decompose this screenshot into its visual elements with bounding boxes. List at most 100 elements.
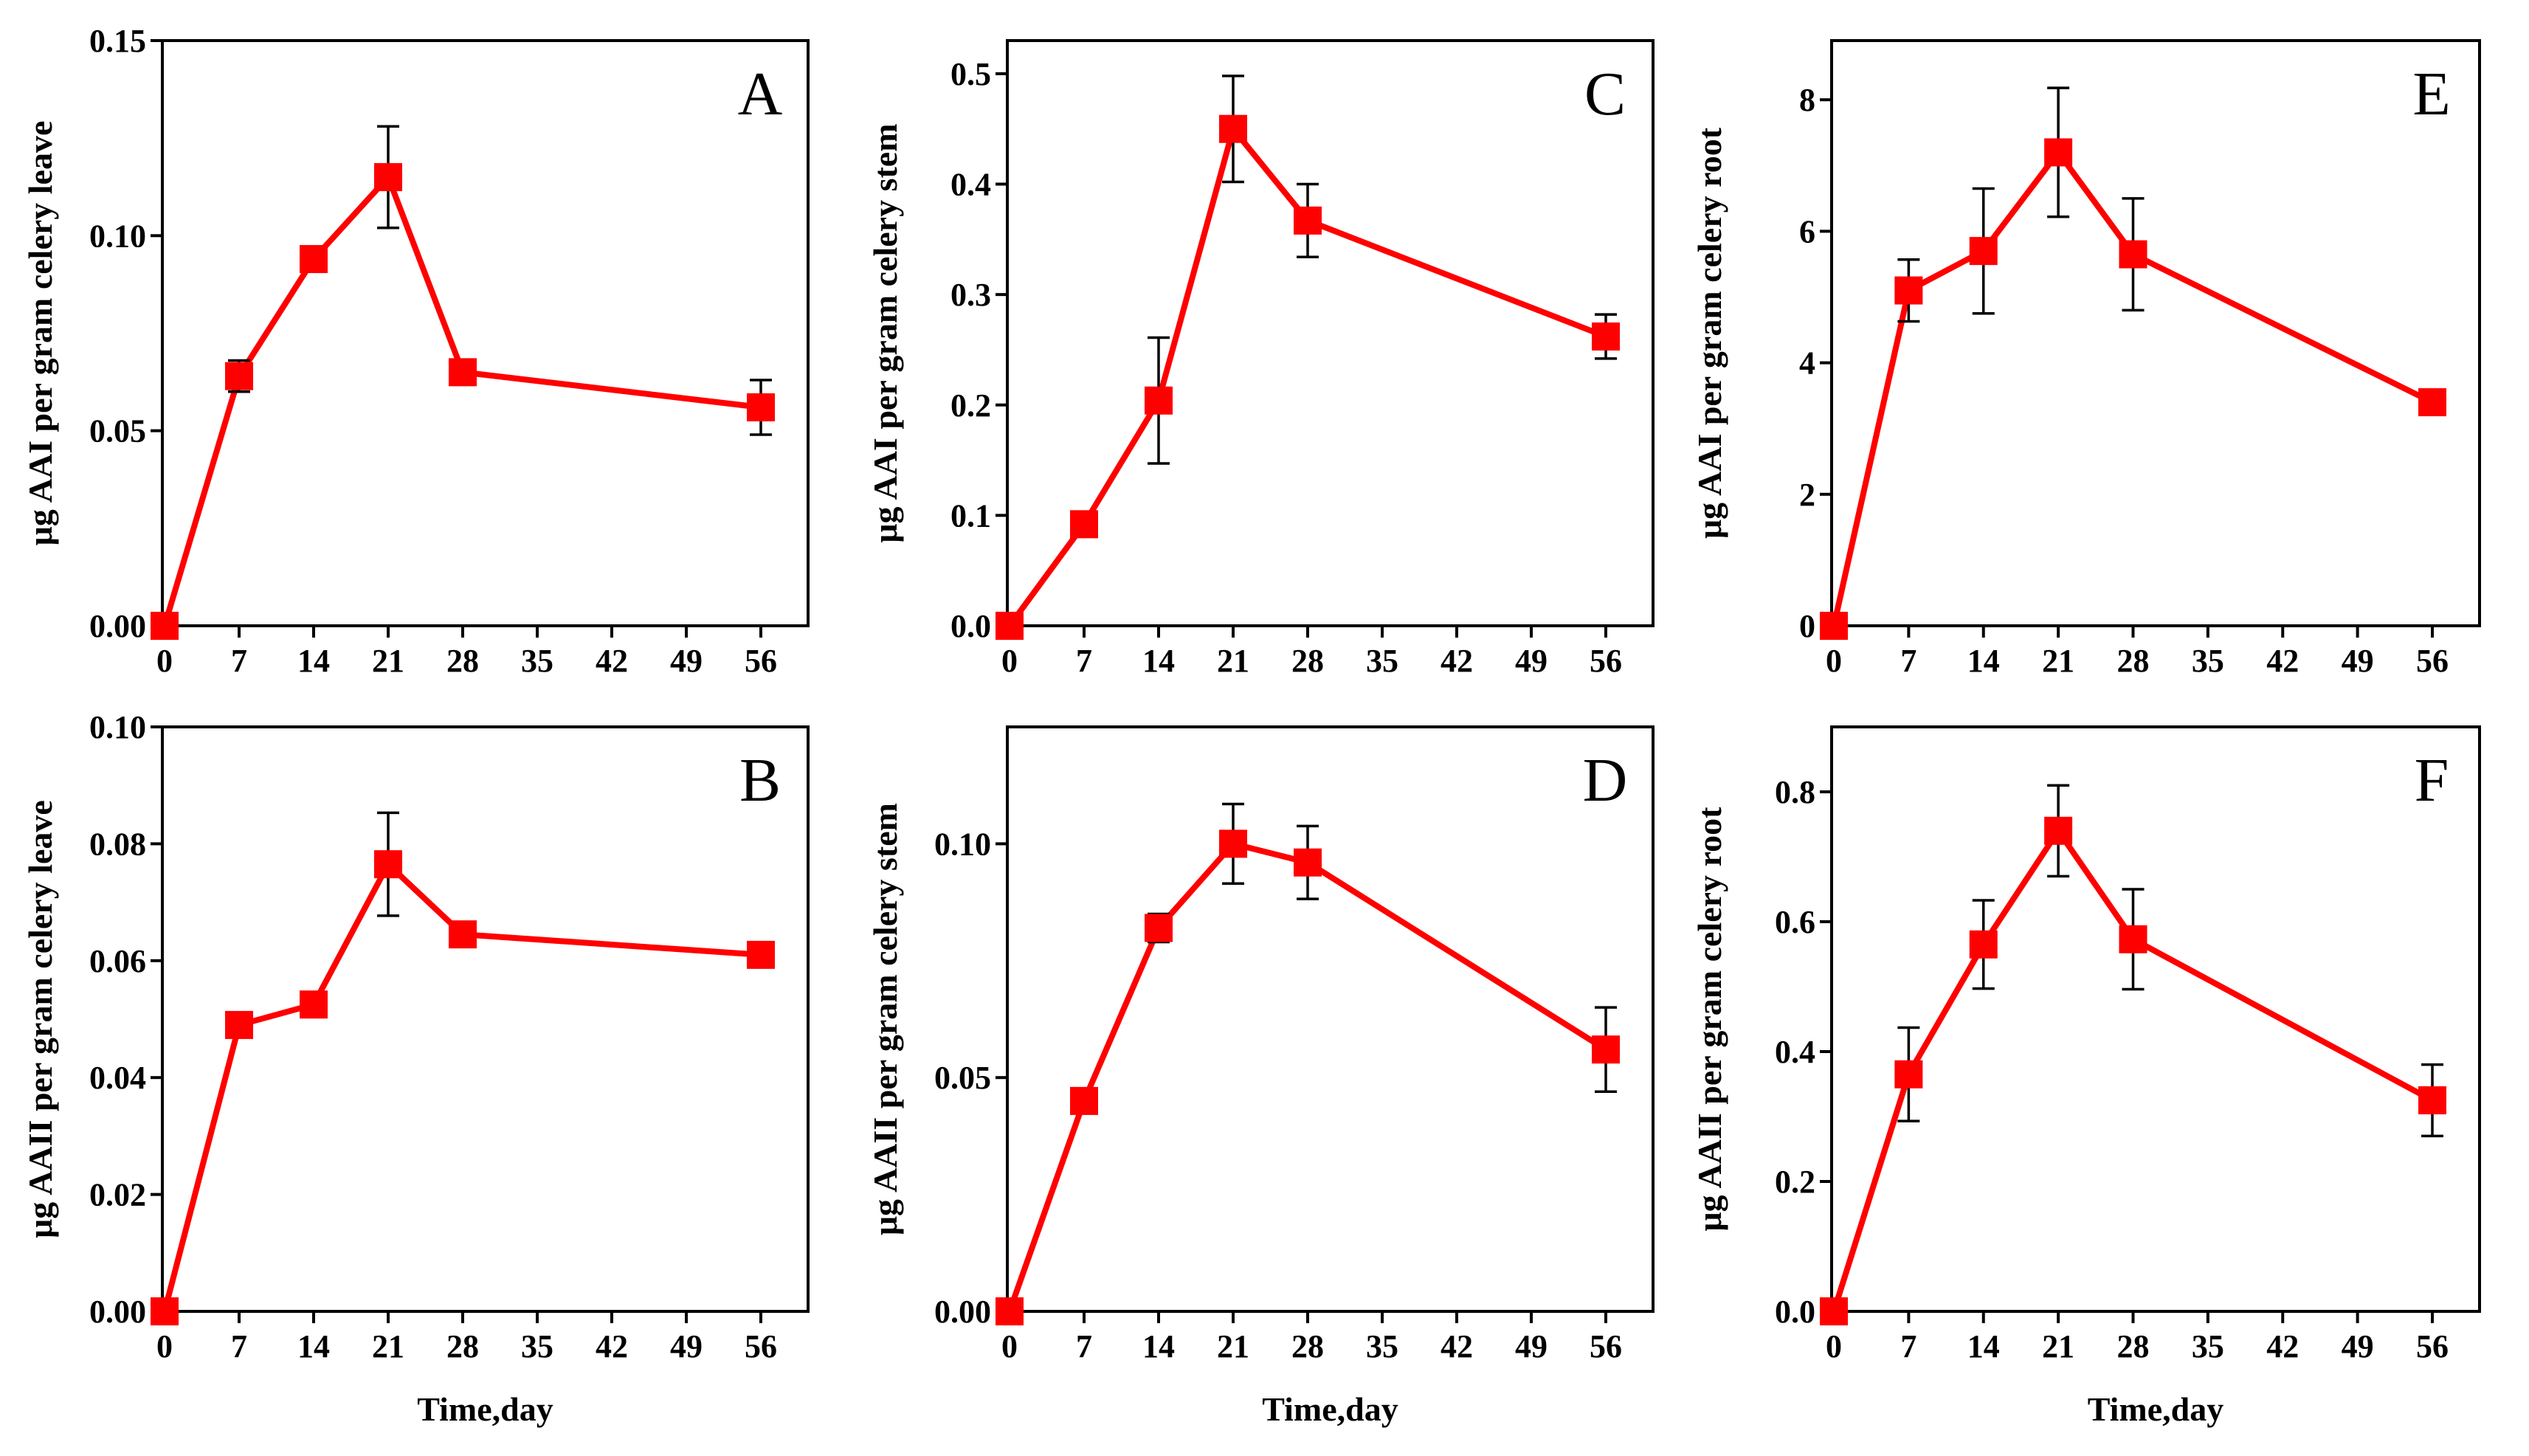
x-tick-label: 49 — [2342, 1328, 2374, 1364]
data-point — [151, 1297, 179, 1325]
data-point — [747, 393, 775, 421]
panel-letter: A — [738, 60, 783, 128]
x-tick-label: 7 — [1076, 643, 1092, 679]
y-axis-title: μg AAII per gram celery leave — [21, 800, 59, 1238]
chart-panel-d: 0 7 14 21 28 35 42 49 56 0.00 0.05 0.10 μg AAII per … — [866, 725, 1655, 1428]
data-point — [1894, 1060, 1923, 1088]
x-tick-label: 56 — [1590, 1328, 1622, 1364]
y-tick-label: 0.0 — [1775, 1294, 1815, 1330]
x-tick-label: 0 — [156, 1328, 173, 1364]
y-tick-label: 0.10 — [934, 826, 991, 862]
x-tick-label: 35 — [2192, 1328, 2224, 1364]
data-point — [996, 1297, 1024, 1325]
x-tick-label: 56 — [1590, 643, 1622, 679]
y-tick-label: 0.02 — [89, 1177, 146, 1213]
data-point — [449, 358, 477, 387]
series-line — [162, 861, 762, 1313]
data-point — [2119, 240, 2147, 269]
y-tick-label: 0.15 — [89, 23, 146, 59]
x-tick-label: 0 — [1826, 1328, 1842, 1364]
data-point — [1219, 829, 1247, 858]
chart-panel-b: 0 7 14 21 28 35 42 49 56 0.00 0.02 0.04 0.06 0.08 0.10… — [21, 709, 810, 1428]
x-tick-label: 7 — [231, 1328, 247, 1364]
chart-panel-f: 0 7 14 21 28 35 42 49 56 0.0 0.2 0.4 0.6 0.8 μg AAII p… — [1691, 725, 2481, 1428]
panel-letter: E — [2412, 60, 2450, 128]
x-tick-label: 42 — [2266, 1328, 2299, 1364]
y-axis-title: μg AAII per gram celery root — [1691, 807, 1728, 1232]
x-tick-label: 35 — [1366, 1328, 1398, 1364]
x-tick-label: 35 — [1366, 643, 1398, 679]
x-tick-label: 7 — [231, 643, 247, 679]
x-tick-label: 35 — [2192, 643, 2224, 679]
x-tick-label: 21 — [2042, 643, 2074, 679]
data-point — [2119, 925, 2147, 953]
data-point — [1894, 276, 1923, 305]
y-tick-label: 0.10 — [89, 218, 146, 254]
x-axis-title: Time,day — [2088, 1390, 2223, 1428]
data-point — [2418, 1086, 2446, 1114]
data-point — [1070, 510, 1098, 539]
x-tick-label: 49 — [2342, 643, 2374, 679]
x-tick-label: 21 — [1217, 643, 1249, 679]
data-point — [374, 163, 402, 192]
data-point — [225, 1010, 253, 1039]
x-tick-label: 42 — [1441, 1328, 1473, 1364]
chart-panel-a: 0 7 14 21 28 35 42 49 56 0.00 0.05 0.10 0.15 μg AAI p… — [21, 23, 810, 679]
x-tick-label: 28 — [1291, 1328, 1324, 1364]
x-tick-label: 7 — [1900, 643, 1916, 679]
series-line — [1007, 841, 1608, 1313]
x-tick-label: 14 — [1967, 1328, 2000, 1364]
y-axis-title: μg AAI per gram celery root — [1691, 127, 1728, 539]
panel-letter: B — [739, 746, 781, 815]
x-tick-label: 14 — [1142, 643, 1175, 679]
data-point — [1592, 322, 1620, 351]
x-tick-label: 28 — [446, 1328, 479, 1364]
x-tick-label: 28 — [1291, 643, 1324, 679]
x-tick-label: 0 — [156, 643, 173, 679]
data-point — [2044, 816, 2073, 845]
y-axis-title: μg AAII per gram celery stem — [866, 803, 904, 1235]
y-tick-label: 0.00 — [934, 1294, 991, 1330]
x-tick-label: 0 — [1001, 1328, 1018, 1364]
y-tick-label: 0.06 — [89, 943, 146, 979]
plot-frame — [161, 725, 810, 1313]
x-tick-label: 49 — [670, 643, 703, 679]
y-tick-label: 0.04 — [89, 1060, 146, 1096]
y-axis-title: μg AAI per gram celery stem — [866, 123, 904, 542]
data-point — [2044, 138, 2073, 167]
data-point — [996, 612, 1024, 640]
data-point — [1820, 1297, 1848, 1325]
x-tick-label: 56 — [2416, 1328, 2449, 1364]
x-tick-label: 7 — [1076, 1328, 1092, 1364]
y-tick-label: 0.3 — [950, 277, 991, 313]
x-tick-label: 42 — [596, 643, 628, 679]
data-point — [747, 940, 775, 969]
y-tick-label: 0.08 — [89, 826, 146, 862]
x-axis-title: Time,day — [1262, 1390, 1398, 1428]
x-tick-label: 0 — [1001, 643, 1018, 679]
x-tick-label: 42 — [1441, 643, 1473, 679]
y-tick-label: 6 — [1799, 213, 1815, 249]
data-point — [1592, 1035, 1620, 1064]
plot-frame — [1830, 725, 2481, 1313]
y-tick-label: 0.10 — [89, 709, 146, 745]
x-tick-label: 21 — [372, 1328, 404, 1364]
data-point — [1070, 1086, 1098, 1115]
y-tick-label: 0.05 — [934, 1060, 991, 1096]
y-tick-label: 0.4 — [1775, 1034, 1815, 1070]
x-tick-label: 56 — [2416, 643, 2449, 679]
x-tick-label: 35 — [521, 643, 553, 679]
x-tick-label: 49 — [1515, 643, 1548, 679]
plot-frame — [161, 39, 810, 627]
y-tick-label: 0 — [1799, 608, 1815, 644]
y-axis-title: μg AAI per gram celery leave — [21, 121, 59, 546]
x-tick-label: 35 — [521, 1328, 553, 1364]
series-line — [1007, 125, 1607, 628]
y-tick-label: 0.00 — [89, 608, 146, 644]
x-tick-label: 14 — [1142, 1328, 1175, 1364]
x-tick-label: 28 — [446, 643, 479, 679]
x-tick-label: 14 — [297, 1328, 330, 1364]
y-tick-label: 2 — [1799, 477, 1815, 513]
x-tick-label: 49 — [1515, 1328, 1548, 1364]
